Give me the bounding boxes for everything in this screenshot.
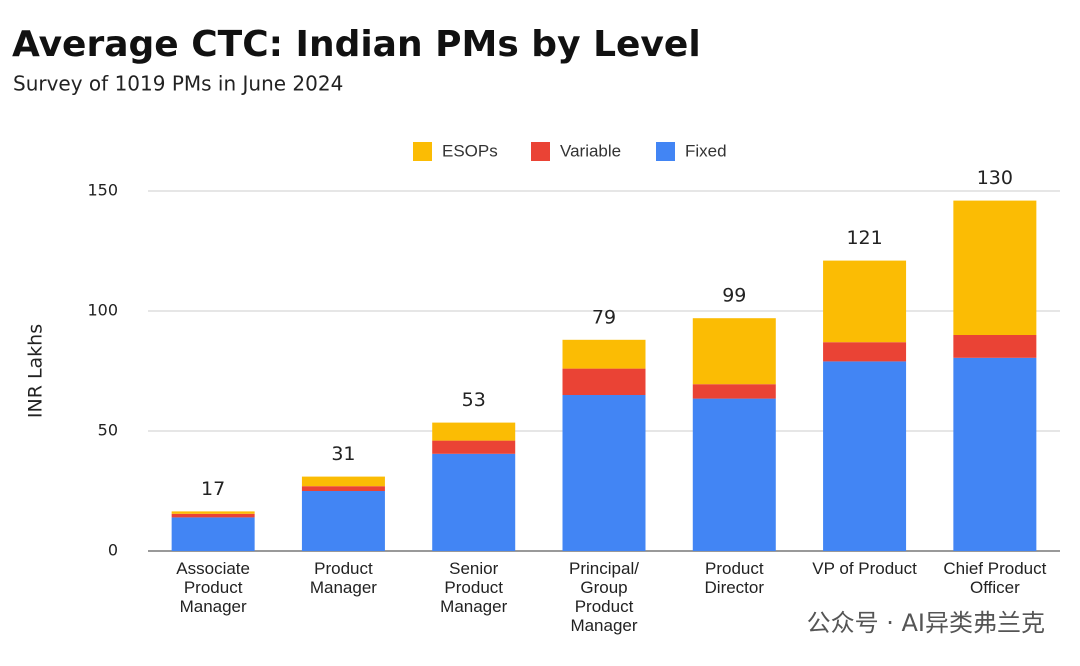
bar-segment	[692, 318, 776, 385]
total-label: 79	[592, 306, 616, 328]
total-label: 31	[331, 443, 355, 465]
bar-segment	[301, 486, 385, 491]
x-tick-label: Product Manager	[310, 559, 377, 597]
total-label: 99	[722, 285, 746, 307]
bar-segment	[823, 260, 907, 343]
bar-segment	[953, 200, 1037, 335]
bar-segment	[692, 384, 776, 399]
legend-label: Variable	[560, 141, 621, 160]
legend-swatch	[413, 142, 432, 161]
legend-label: ESOPs	[442, 141, 498, 160]
y-axis-label: INR Lakhs	[25, 324, 47, 418]
legend-swatch	[531, 142, 550, 161]
bar-segment	[301, 476, 385, 487]
y-tick-label: 50	[98, 421, 118, 440]
bar-segment	[432, 453, 516, 551]
bar-segment	[823, 342, 907, 362]
bar-segment	[953, 335, 1037, 358]
bar-segment	[171, 511, 255, 514]
legend-swatch	[656, 142, 675, 161]
x-tick-label: Chief Product Officer	[943, 559, 1046, 597]
bar-segment	[432, 440, 516, 454]
x-tick-label: Product Director	[705, 559, 765, 597]
bar-segment	[432, 422, 516, 441]
y-tick-label: 150	[87, 181, 118, 200]
chart-subtitle: Survey of 1019 PMs in June 2024	[13, 72, 343, 96]
chart-title: Average CTC: Indian PMs by Level	[12, 24, 701, 65]
y-tick-label: 0	[108, 541, 118, 560]
total-label: 17	[201, 478, 225, 500]
bar-segment	[301, 491, 385, 551]
bar-segment	[692, 398, 776, 551]
bar-segment	[171, 517, 255, 551]
x-tick-label: Principal/Group Product Manager	[569, 559, 639, 635]
legend-label: Fixed	[685, 141, 727, 160]
bar-segment	[823, 361, 907, 551]
bar-segment	[562, 395, 646, 551]
total-label: 130	[977, 167, 1013, 189]
y-tick-label: 100	[87, 301, 118, 320]
x-tick-label: Senior Product Manager	[440, 559, 507, 616]
bar-segment	[562, 368, 646, 395]
x-tick-label: VP of Product	[812, 559, 917, 578]
total-label: 53	[462, 389, 486, 411]
bar-segment	[562, 339, 646, 369]
total-label: 121	[846, 227, 882, 249]
watermark: 公众号 · AI异类弗兰克	[807, 609, 1045, 637]
bar-segment	[171, 513, 255, 518]
bar-segment	[953, 357, 1037, 551]
x-tick-label: Associate Product Manager	[176, 559, 250, 616]
